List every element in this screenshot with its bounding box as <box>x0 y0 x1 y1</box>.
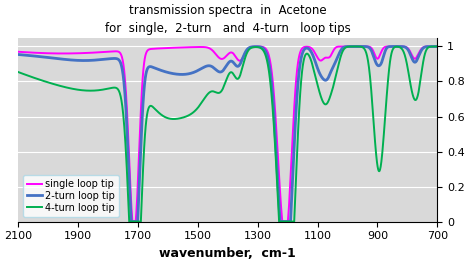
2-turn loop tip <box>258 46 264 49</box>
2-turn loop tip <box>49 56 55 59</box>
4-turn loop tip <box>258 47 264 50</box>
single loop tip <box>235 58 241 62</box>
Line: 2-turn loop tip: 2-turn loop tip <box>18 46 438 221</box>
Line: 4-turn loop tip: 4-turn loop tip <box>18 46 438 221</box>
4-turn loop tip <box>28 75 34 78</box>
single loop tip <box>258 45 264 48</box>
4-turn loop tip <box>291 220 297 223</box>
single loop tip <box>285 220 291 223</box>
single loop tip <box>28 51 34 54</box>
2-turn loop tip <box>255 45 261 48</box>
2-turn loop tip <box>28 54 34 57</box>
Title: transmission spectra  in  Acetone
for  single,  2-turn   and  4-turn   loop tips: transmission spectra in Acetone for sing… <box>105 4 351 35</box>
single loop tip <box>130 220 136 223</box>
single loop tip <box>15 50 21 53</box>
single loop tip <box>255 45 261 48</box>
Legend: single loop tip, 2-turn loop tip, 4-turn loop tip: single loop tip, 2-turn loop tip, 4-turn… <box>23 175 119 217</box>
X-axis label: wavenumber,  cm-1: wavenumber, cm-1 <box>159 247 296 260</box>
4-turn loop tip <box>435 45 440 48</box>
Line: single loop tip: single loop tip <box>18 46 438 221</box>
single loop tip <box>49 52 55 55</box>
4-turn loop tip <box>130 220 136 223</box>
4-turn loop tip <box>15 70 21 74</box>
4-turn loop tip <box>255 46 261 49</box>
2-turn loop tip <box>130 220 136 223</box>
2-turn loop tip <box>15 53 21 56</box>
2-turn loop tip <box>435 45 440 48</box>
2-turn loop tip <box>288 220 294 223</box>
4-turn loop tip <box>235 77 241 80</box>
4-turn loop tip <box>49 82 55 85</box>
single loop tip <box>435 45 440 48</box>
2-turn loop tip <box>235 65 241 68</box>
